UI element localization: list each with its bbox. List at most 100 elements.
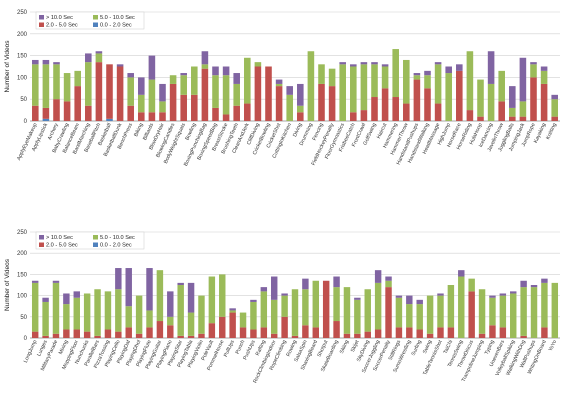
bar-segment-playingguitar-s2to5 <box>156 321 164 338</box>
bar-segment-blowingcandles-s2to5 <box>169 83 177 121</box>
bar-segment-jugglingballs-s2to5 <box>509 116 516 121</box>
bar-segment-mixing-s5to10 <box>63 304 70 330</box>
bar-segment-tennisswing-gt10 <box>458 270 465 277</box>
bar-segment-playingpiano-s2to5 <box>167 325 174 338</box>
bar-segment-ropeclimbing-s2to5 <box>281 316 288 338</box>
bar-segment-playingcello-s5to10 <box>115 289 122 332</box>
bar-segment-moppingfloor-s2to5 <box>73 329 80 338</box>
bar-segment-polevault-s5to10 <box>208 276 216 324</box>
bar-segment-javelinthrow-s5to10 <box>498 70 505 102</box>
bar-segment-volleyballspiking-gt10 <box>510 291 517 294</box>
legend-swatch-gt10 <box>39 235 44 240</box>
bar-segment-skijet-gt10 <box>354 297 361 300</box>
bar-segment-playingsitar-s2to5 <box>177 335 184 338</box>
bar-segment-frisbeecatch-s5to10 <box>350 66 357 113</box>
bar-segment-longjump-s2to5 <box>31 331 39 338</box>
x-tick-label: LongJump <box>23 339 39 364</box>
bar-segment-playingviolin-s2to5 <box>198 333 205 338</box>
bar-segment-swing-s2to5 <box>426 333 434 338</box>
y-tick-label: 200 <box>17 32 28 38</box>
bar-segment-ropeclimbing-s5to10 <box>281 295 288 317</box>
bar-segment-wallpushups-s5to10 <box>530 287 538 338</box>
bar-segment-breaststroke-gt10 <box>222 66 230 76</box>
bar-segment-balancebeam-s2to5 <box>74 86 81 121</box>
legend-label-s5to10: 5.0 - 10.0 Sec <box>100 15 135 21</box>
bar-segment-kayaking-s2to5 <box>540 83 548 121</box>
bar-segment-rockclimbingindoor-s2to5 <box>270 333 278 338</box>
bar-segment-jugglingballs-gt10 <box>509 86 516 108</box>
y-axis-title: Number of Videos <box>4 40 11 93</box>
x-tick-label: Swing <box>422 339 433 354</box>
legend-label-s0to2: 0.0 - 2.0 Sec <box>100 23 132 29</box>
bar-segment-pullups-gt10 <box>229 308 236 311</box>
bar-segment-breaststroke-s2to5 <box>222 114 230 121</box>
bottom-chart-panel: 0 50 100 150 200 250 Number of Videos LongJump L… <box>0 202 566 405</box>
legend-label-s2to5: 2.0 - 5.0 Sec <box>46 23 78 29</box>
bar-segment-playingguitar-s5to10 <box>156 270 164 322</box>
legend-swatch-s5to10 <box>93 235 98 240</box>
bar-segment-militaryparade-gt10 <box>52 280 60 283</box>
bar-segment-applylipstick-s0to2 <box>42 118 50 121</box>
bar-segment-writingonboard-s2to5 <box>541 327 548 338</box>
x-tick-label: TaiChi <box>443 339 455 355</box>
x-tick-label: Biking <box>133 122 144 137</box>
y-tick-label: 100 <box>17 294 28 300</box>
bar-segment-taichi-s5to10 <box>447 285 455 328</box>
bar-segment-cricketshot-s5to10 <box>275 83 283 87</box>
bar-segment-hulahoop-s5to10 <box>477 79 484 117</box>
bar-segment-cuttinginkitchen-s5to10 <box>286 94 293 121</box>
bar-segment-playingpiano-gt10 <box>167 291 174 317</box>
bar-segment-handstandwalking-s2to5 <box>424 88 431 121</box>
bar-segment-drumming-s5to10 <box>307 51 315 121</box>
bar-segment-bandmarching-s5to10 <box>85 62 92 106</box>
bar-segment-rockclimbingindoor-s5to10 <box>270 299 278 334</box>
bar-segment-fieldhockeypenalty-s2to5 <box>328 86 336 121</box>
bar-segment-fieldhockeypenalty-s5to10 <box>328 68 336 87</box>
bar-segment-horserace-s2to5 <box>456 70 463 121</box>
bar-segment-cleanandjerk-s5to10 <box>244 57 251 104</box>
bar-segment-blowingcandles-s5to10 <box>169 75 177 84</box>
bar-segment-skijet-s5to10 <box>354 299 361 334</box>
bar-segment-applyeyemakeup-s5to10 <box>32 64 39 106</box>
bar-segment-benchpress-s5to10 <box>127 77 134 106</box>
bar-segment-walkingwithdog-s5to10 <box>520 287 527 336</box>
bar-segment-punch-s5to10 <box>239 312 247 328</box>
bar-segment-jumpingjack-s5to10 <box>519 101 527 117</box>
bar-segment-handstandpushups-s2to5 <box>413 79 421 121</box>
bar-segment-horserace-gt10 <box>456 64 463 71</box>
bar-segment-archery-s5to10 <box>53 64 60 100</box>
bar-segment-jumprope-s5to10 <box>530 64 537 78</box>
bar-segment-babycrawling-s5to10 <box>63 73 71 102</box>
bar-segment-basketball-s2to5 <box>106 64 113 119</box>
bar-segment-moppingfloor-s5to10 <box>73 297 80 330</box>
x-tick-label: Skijet <box>350 339 361 354</box>
bar-segment-brushingteeth-s5to10 <box>233 83 240 106</box>
bar-segment-pullups-s5to10 <box>229 310 236 313</box>
bar-segment-skateboarding-s5to10 <box>333 287 340 322</box>
bar-segment-sumowrestling-gt10 <box>406 295 413 305</box>
bar-segment-benchpress-gt10 <box>127 73 134 78</box>
bar-segment-brushingteeth-gt10 <box>233 73 240 84</box>
legend-swatch-s5to10 <box>93 15 98 20</box>
x-tick-label: YoYo <box>548 339 558 352</box>
x-tick-label: Diving <box>292 122 304 138</box>
bar-segment-bowling-s5to10 <box>191 66 198 95</box>
y-tick-label: 150 <box>17 272 28 278</box>
bar-segment-salsaspin-s2to5 <box>302 325 309 338</box>
bar-segment-soccerpenalty-gt10 <box>385 276 392 281</box>
bar-segment-rockclimbingindoor-gt10 <box>270 276 278 300</box>
bar-segment-cliffdiving-s5to10 <box>254 62 262 67</box>
bar-segment-rafting-s5to10 <box>260 291 268 328</box>
bar-segment-stillrings-gt10 <box>395 295 403 298</box>
bar-segment-punch-s2to5 <box>239 327 247 338</box>
bar-segment-boxingpunchingbag-s2to5 <box>201 68 209 121</box>
bar-segment-skydiving-s5to10 <box>364 289 371 332</box>
bar-segment-boxingspeedbag-s5to10 <box>212 75 219 108</box>
bar-segment-playingpiano-s5to10 <box>167 316 174 326</box>
bar-segment-lunges-s5to10 <box>42 301 49 336</box>
y-tick-label: 250 <box>17 230 28 236</box>
bar-segment-floorgymnastics-s5to10 <box>339 64 346 121</box>
bar-segment-tennisswing-s5to10 <box>458 276 465 338</box>
y-axis-title: Number of Videos <box>4 258 11 311</box>
